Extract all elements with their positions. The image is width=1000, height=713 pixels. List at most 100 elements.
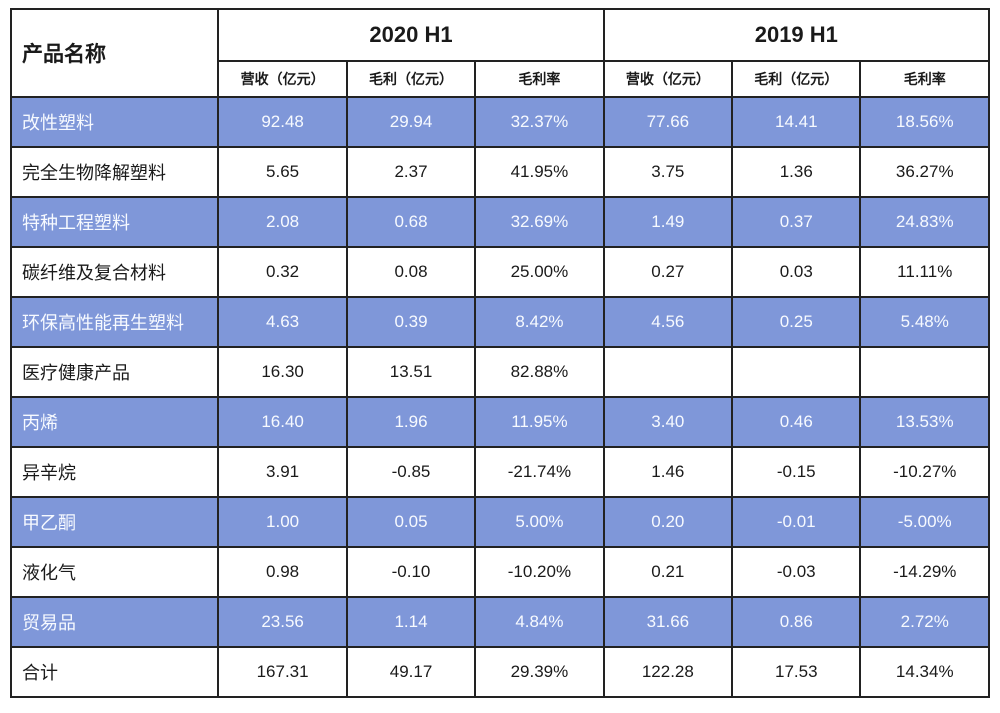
value-cell: 16.40 [217, 396, 348, 448]
value-cell: 13.51 [345, 346, 477, 398]
value-cell: 0.08 [345, 246, 477, 298]
product-name-cell: 医疗健康产品 [9, 346, 220, 398]
value-cell: 5.65 [217, 146, 348, 198]
value-cell: 32.69% [474, 196, 605, 248]
value-cell: 5.48% [859, 296, 990, 348]
value-cell: -10.20% [474, 546, 605, 598]
table-row: 医疗健康产品 16.30 13.51 82.88% [9, 346, 990, 398]
value-cell: 5.00% [474, 496, 605, 548]
value-cell: 1.96 [345, 396, 477, 448]
value-cell: 1.36 [731, 146, 862, 198]
value-cell: 0.27 [602, 246, 734, 298]
subheader-gross-margin-2019: 毛利率 [859, 60, 990, 98]
table-row: 甲乙酮 1.00 0.05 5.00% 0.20 -0.01 -5.00% [9, 496, 990, 548]
subheader-gross-profit-2019: 毛利（亿元） [731, 60, 862, 98]
subheader-revenue-2019: 营收（亿元） [602, 60, 734, 98]
subheader-revenue-2020: 营收（亿元） [217, 60, 348, 98]
value-cell: 0.20 [602, 496, 734, 548]
value-cell: 17.53 [731, 646, 862, 698]
table-row: 丙烯 16.40 1.96 11.95% 3.40 0.46 13.53% [9, 396, 990, 448]
product-name-cell: 丙烯 [9, 396, 220, 448]
value-cell: 11.11% [859, 246, 990, 298]
value-cell: 0.39 [345, 296, 477, 348]
value-cell: 0.98 [217, 546, 348, 598]
value-cell: 4.63 [217, 296, 348, 348]
product-name-cell: 改性塑料 [9, 96, 220, 148]
value-cell: 23.56 [217, 596, 348, 648]
value-cell: 14.41 [731, 96, 862, 148]
value-cell: 49.17 [345, 646, 477, 698]
value-cell: 1.46 [602, 446, 734, 498]
value-cell: 0.05 [345, 496, 477, 548]
table-header: 产品名称 2020 H1 2019 H1 营收（亿元） 毛利（亿元） 毛利率 营… [9, 8, 991, 98]
value-cell: 0.03 [731, 246, 862, 298]
table-row: 碳纤维及复合材料 0.32 0.08 25.00% 0.27 0.03 11.1… [9, 246, 990, 298]
value-cell: -0.03 [731, 546, 862, 598]
table-row: 合计 167.31 49.17 29.39% 122.28 17.53 14.3… [9, 646, 990, 698]
value-cell: 122.28 [602, 646, 734, 698]
group-header-2020-h1: 2020 H1 [217, 8, 605, 62]
value-cell: 11.95% [474, 396, 605, 448]
value-cell: -14.29% [859, 546, 990, 598]
value-cell: 0.46 [731, 396, 862, 448]
value-cell: 2.72% [859, 596, 990, 648]
product-name-cell: 环保高性能再生塑料 [9, 296, 220, 348]
value-cell: -0.85 [345, 446, 477, 498]
value-cell: 1.00 [217, 496, 348, 548]
value-cell [602, 346, 734, 398]
value-cell: 0.68 [345, 196, 477, 248]
value-cell: 24.83% [859, 196, 990, 248]
value-cell: -0.01 [731, 496, 862, 548]
value-cell: 13.53% [859, 396, 990, 448]
value-cell [859, 346, 990, 398]
value-cell: 2.08 [217, 196, 348, 248]
table-row: 改性塑料 92.48 29.94 32.37% 77.66 14.41 18.5… [9, 96, 990, 148]
table-body: 改性塑料 92.48 29.94 32.37% 77.66 14.41 18.5… [9, 96, 990, 698]
value-cell: 2.37 [345, 146, 477, 198]
value-cell: 41.95% [474, 146, 605, 198]
value-cell: 16.30 [217, 346, 348, 398]
table-row: 贸易品 23.56 1.14 4.84% 31.66 0.86 2.72% [9, 596, 990, 648]
value-cell: 3.75 [602, 146, 734, 198]
value-cell: 31.66 [602, 596, 734, 648]
product-name-cell: 贸易品 [9, 596, 220, 648]
value-cell: 167.31 [217, 646, 348, 698]
value-cell: 25.00% [474, 246, 605, 298]
table-row: 完全生物降解塑料 5.65 2.37 41.95% 3.75 1.36 36.2… [9, 146, 990, 198]
value-cell: 36.27% [859, 146, 990, 198]
value-cell: 32.37% [474, 96, 605, 148]
value-cell: 77.66 [602, 96, 734, 148]
value-cell: 92.48 [217, 96, 348, 148]
product-name-column-header: 产品名称 [9, 8, 220, 98]
header-group-row: 产品名称 2020 H1 2019 H1 [9, 8, 991, 98]
product-name-cell: 特种工程塑料 [9, 196, 220, 248]
product-name-cell: 碳纤维及复合材料 [9, 246, 220, 298]
product-name-cell: 合计 [9, 646, 220, 698]
table-row: 液化气 0.98 -0.10 -10.20% 0.21 -0.03 -14.29… [9, 546, 990, 598]
product-name-cell: 异辛烷 [9, 446, 220, 498]
value-cell: 4.84% [474, 596, 605, 648]
value-cell: 4.56 [602, 296, 734, 348]
value-cell: 1.14 [345, 596, 477, 648]
value-cell: 82.88% [474, 346, 605, 398]
table-row: 特种工程塑料 2.08 0.68 32.69% 1.49 0.37 24.83% [9, 196, 990, 248]
value-cell: 3.91 [217, 446, 348, 498]
table-row: 环保高性能再生塑料 4.63 0.39 8.42% 4.56 0.25 5.48… [9, 296, 990, 348]
value-cell: 8.42% [474, 296, 605, 348]
value-cell: -0.15 [731, 446, 862, 498]
value-cell: 14.34% [859, 646, 990, 698]
value-cell: 0.37 [731, 196, 862, 248]
value-cell: 29.94 [345, 96, 477, 148]
product-name-cell: 完全生物降解塑料 [9, 146, 220, 198]
product-name-cell: 液化气 [9, 546, 220, 598]
header-sub-row: 营收（亿元） 毛利（亿元） 毛利率 营收（亿元） 毛利（亿元） 毛利率 [11, 60, 990, 98]
value-cell: 0.86 [731, 596, 862, 648]
value-cell: -5.00% [859, 496, 990, 548]
value-cell: -21.74% [474, 446, 605, 498]
value-cell: 0.25 [731, 296, 862, 348]
table-row: 异辛烷 3.91 -0.85 -21.74% 1.46 -0.15 -10.27… [9, 446, 990, 498]
value-cell: 1.49 [602, 196, 734, 248]
value-cell: 0.32 [217, 246, 348, 298]
value-cell: -10.27% [859, 446, 990, 498]
